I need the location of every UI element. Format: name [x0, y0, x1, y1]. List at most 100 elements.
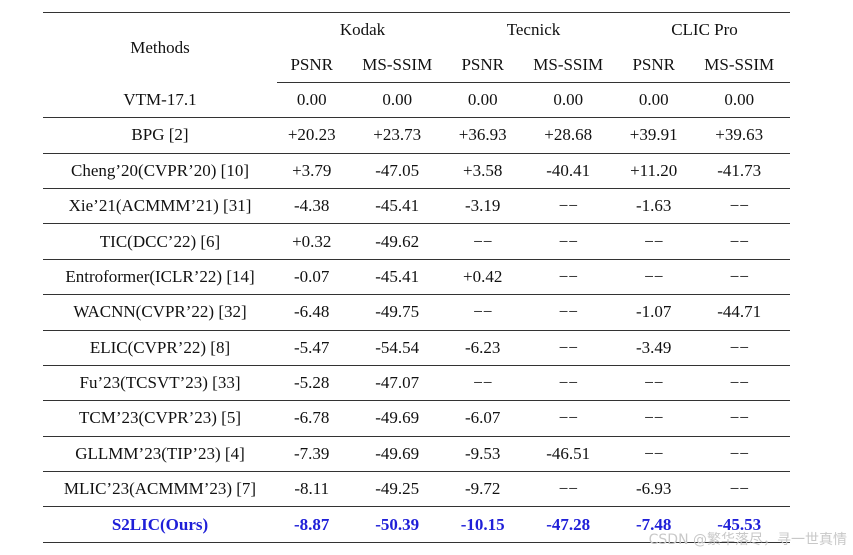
- value-cell: -40.41: [517, 153, 619, 189]
- value-cell: -49.69: [346, 400, 448, 437]
- table-row: Xie’21(ACMMM’21) [31] -4.38 -45.41 -3.19 −− -…: [43, 188, 790, 225]
- value-cell: -10.15: [447, 506, 518, 543]
- value-cell: +20.23: [277, 117, 347, 154]
- method-header: Methods: [43, 12, 277, 83]
- value-cell: −−: [517, 330, 619, 366]
- value-cell: -0.07: [277, 259, 347, 296]
- value-cell: -45.41: [346, 188, 448, 225]
- value-cell: -6.07: [447, 400, 518, 437]
- value-cell: +23.73: [346, 117, 448, 154]
- subheader-row: PSNR MS-SSIM PSNR MS-SSIM PSNR MS-SSIM: [43, 47, 790, 83]
- value-cell: −−: [688, 471, 790, 508]
- value-cell: 0.00: [346, 82, 448, 119]
- value-cell: -6.23: [447, 330, 518, 366]
- value-cell: +28.68: [517, 117, 619, 154]
- value-cell: -7.48: [618, 506, 689, 543]
- value-cell: -47.07: [346, 365, 448, 402]
- value-cell: -49.75: [346, 294, 448, 331]
- value-cell: -45.41: [346, 259, 448, 296]
- value-cell: -49.25: [346, 471, 448, 508]
- value-cell: 0.00: [447, 82, 518, 119]
- value-cell: −−: [688, 223, 790, 260]
- value-cell: −−: [517, 223, 619, 260]
- value-cell: −−: [517, 365, 619, 402]
- value-cell: −−: [688, 188, 790, 225]
- method-cell: S2LIC(Ours): [43, 506, 277, 543]
- value-cell: −−: [447, 223, 518, 260]
- value-cell: 0.00: [618, 82, 689, 119]
- table-header: Methods Kodak Tecnick CLIC Pro PSNR MS-SSIM PS…: [43, 12, 790, 83]
- value-cell: -4.38: [277, 188, 347, 225]
- table-row: TIC(DCC’22) [6] +0.32 -49.62 −− −− −− −−: [43, 223, 790, 260]
- dataset-header: Kodak: [277, 12, 448, 48]
- value-cell: -1.63: [618, 188, 689, 225]
- value-cell: -49.62: [346, 223, 448, 260]
- value-cell: +3.58: [447, 153, 518, 189]
- value-cell: -50.39: [346, 506, 448, 543]
- value-cell: −−: [447, 365, 518, 402]
- metric-header: MS-SSIM: [688, 47, 790, 83]
- value-cell: -3.49: [618, 330, 689, 366]
- value-cell: -8.87: [277, 506, 347, 543]
- results-table: Methods Kodak Tecnick CLIC Pro PSNR MS-SSIM PS…: [43, 12, 790, 543]
- table-row: BPG [2] +20.23 +23.73 +36.93 +28.68 +39.91 +39…: [43, 117, 790, 154]
- value-cell: −−: [688, 330, 790, 366]
- value-cell: +3.79: [277, 153, 347, 189]
- value-cell: −−: [688, 436, 790, 473]
- method-cell: WACNN(CVPR’22) [32]: [43, 294, 277, 331]
- value-cell: -9.72: [447, 471, 518, 508]
- method-cell: TCM’23(CVPR’23) [5]: [43, 400, 277, 437]
- value-cell: -49.69: [346, 436, 448, 473]
- method-cell: TIC(DCC’22) [6]: [43, 223, 277, 260]
- header-row: Methods Kodak Tecnick CLIC Pro: [43, 12, 790, 83]
- value-cell: 0.00: [277, 82, 347, 119]
- method-cell: Fu’23(TCSVT’23) [33]: [43, 365, 277, 402]
- table-row: TCM’23(CVPR’23) [5] -6.78 -49.69 -6.07 −− −− −…: [43, 400, 790, 437]
- table-row: VTM-17.1 0.00 0.00 0.00 0.00 0.00 0.00: [43, 82, 790, 119]
- metric-header: PSNR: [618, 47, 689, 83]
- value-cell: -54.54: [346, 330, 448, 366]
- value-cell: −−: [618, 400, 689, 437]
- value-cell: −−: [517, 471, 619, 508]
- table-row: Cheng’20(CVPR’20) [10] +3.79 -47.05 +3.58 -4…: [43, 153, 790, 189]
- value-cell: −−: [688, 400, 790, 437]
- table-body: VTM-17.1 0.00 0.00 0.00 0.00 0.00 0.00 BPG [2] +…: [43, 82, 790, 543]
- watermark: CSDN @繁华落尽，寻一世真情: [648, 532, 847, 548]
- metric-header: MS-SSIM: [517, 47, 619, 83]
- value-cell: -46.51: [517, 436, 619, 473]
- method-cell: MLIC’23(ACMMM’23) [7]: [43, 471, 277, 508]
- table-row: S2LIC(Ours) -8.87 -50.39 -10.15 -47.28 -7.48-…: [43, 506, 790, 543]
- value-cell: -41.73: [688, 153, 790, 189]
- dataset-header: CLIC Pro: [618, 12, 790, 48]
- value-cell: +0.32: [277, 223, 347, 260]
- method-cell: ELIC(CVPR’22) [8]: [43, 330, 277, 366]
- value-cell: +39.91: [618, 117, 689, 154]
- metric-header: PSNR: [277, 47, 347, 83]
- metric-header: MS-SSIM: [346, 47, 448, 83]
- method-cell: Xie’21(ACMMM’21) [31]: [43, 188, 277, 225]
- value-cell: −−: [618, 259, 689, 296]
- method-cell: VTM-17.1: [43, 82, 277, 119]
- value-cell: -6.93: [618, 471, 689, 508]
- value-cell: -6.78: [277, 400, 347, 437]
- value-cell: +11.20: [618, 153, 689, 189]
- method-cell: GLLMM’23(TIP’23) [4]: [43, 436, 277, 473]
- table-row: ELIC(CVPR’22) [8] -5.47 -54.54 -6.23 −− -3.49…: [43, 330, 790, 366]
- value-cell: −−: [688, 259, 790, 296]
- value-cell: -9.53: [447, 436, 518, 473]
- dataset-header: Tecnick: [447, 12, 619, 48]
- metric-header: PSNR: [447, 47, 518, 83]
- value-cell: -8.11: [277, 471, 347, 508]
- value-cell: -3.19: [447, 188, 518, 225]
- value-cell: 0.00: [688, 82, 790, 119]
- value-cell: −−: [517, 188, 619, 225]
- method-cell: Entroformer(ICLR’22) [14]: [43, 259, 277, 296]
- table-row: GLLMM’23(TIP’23) [4] -7.39 -49.69 -9.53 -46.…: [43, 436, 790, 473]
- value-cell: -47.28: [517, 506, 619, 543]
- value-cell: −−: [517, 294, 619, 331]
- value-cell: -5.28: [277, 365, 347, 402]
- value-cell: −−: [688, 365, 790, 402]
- value-cell: −−: [447, 294, 518, 331]
- table-row: Fu’23(TCSVT’23) [33] -5.28 -47.07 −− −− −− −−: [43, 365, 790, 402]
